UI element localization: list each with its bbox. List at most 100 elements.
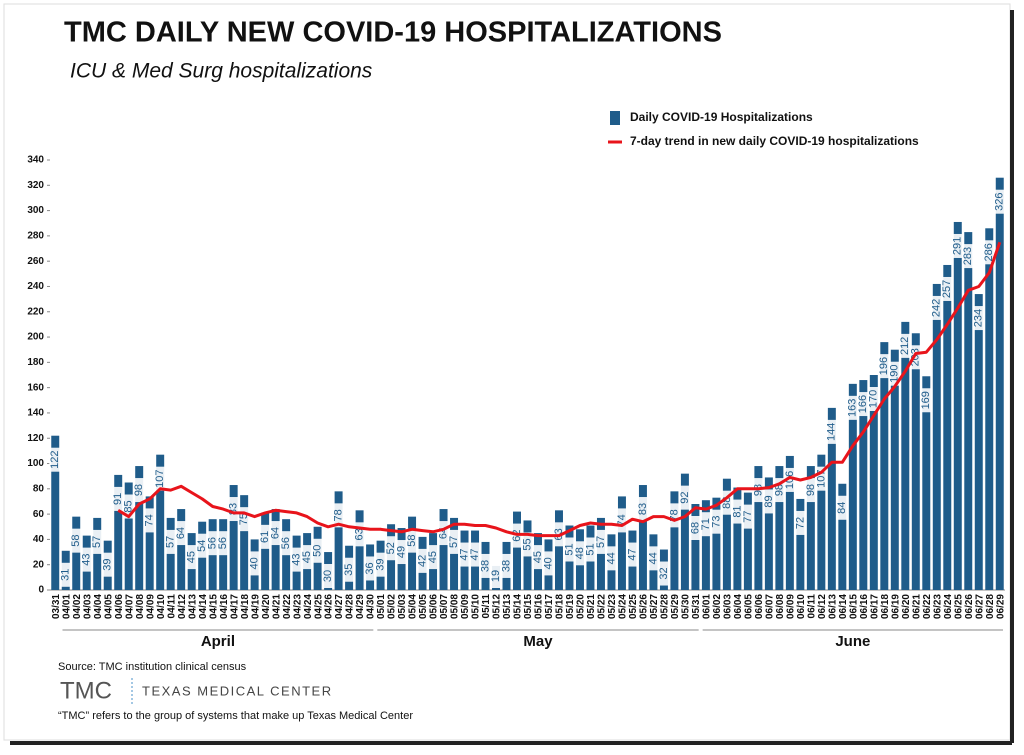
- data-label-box: [175, 521, 188, 546]
- data-label-box: [878, 354, 891, 379]
- x-tick-label: 06/29: [995, 594, 1006, 619]
- data-label: 283: [962, 247, 974, 265]
- x-tick-label: 04/15: [208, 594, 219, 619]
- data-label-box: [867, 387, 880, 411]
- data-label: 30: [322, 570, 334, 582]
- footnote: “TMC” refers to the group of systems tha…: [58, 710, 413, 722]
- x-tick-label: 04/11: [166, 594, 177, 619]
- data-label-box: [427, 545, 440, 570]
- y-tick-label: 60: [33, 509, 45, 520]
- data-label-box: [248, 551, 261, 576]
- bar: [145, 496, 154, 590]
- data-label-box: [80, 547, 93, 572]
- legend-label: Daily COVID-19 Hospitalizations: [630, 110, 813, 124]
- data-label: 56: [217, 537, 229, 549]
- data-label-box: [49, 447, 62, 472]
- x-tick-label: 05/06: [429, 594, 440, 619]
- x-tick-label: 06/26: [964, 594, 975, 619]
- x-tick-label: 04/06: [114, 594, 125, 619]
- bar: [743, 492, 752, 590]
- x-tick-label: 05/16: [534, 594, 545, 619]
- data-label: 39: [374, 559, 386, 571]
- data-label-box: [731, 499, 744, 524]
- data-label-box: [909, 345, 922, 370]
- data-label: 45: [186, 551, 198, 563]
- data-label: 51: [563, 543, 575, 555]
- x-tick-label: 04/01: [61, 594, 72, 619]
- bar: [869, 375, 878, 590]
- x-tick-label: 05/26: [639, 594, 650, 619]
- x-tick-label: 06/14: [838, 594, 849, 619]
- data-label: 144: [826, 423, 838, 441]
- x-tick-label: 05/27: [649, 594, 660, 619]
- x-tick-label: 04/26: [324, 594, 335, 619]
- x-tick-label: 05/25: [628, 594, 639, 619]
- bar: [775, 466, 784, 590]
- x-tick-label: 05/18: [555, 594, 566, 619]
- data-label-box: [70, 528, 83, 553]
- bar: [817, 454, 826, 590]
- x-tick-label: 06/24: [943, 594, 954, 619]
- bar: [229, 485, 238, 590]
- x-tick-label: 06/12: [817, 594, 828, 619]
- bar: [135, 466, 144, 590]
- x-tick-label: 05/09: [460, 594, 471, 619]
- data-label: 58: [406, 535, 418, 547]
- data-label: 89: [763, 495, 775, 507]
- x-tick-label: 05/10: [471, 594, 482, 619]
- bar: [827, 407, 836, 590]
- bar: [859, 380, 868, 590]
- data-label: 42: [416, 555, 428, 567]
- x-tick-label: 04/22: [282, 594, 293, 619]
- data-label-box: [857, 392, 870, 417]
- bar: [712, 497, 721, 590]
- data-label-box: [101, 552, 114, 577]
- x-tick-label: 05/24: [618, 594, 629, 619]
- data-label-box: [269, 521, 282, 546]
- bar: [764, 477, 773, 590]
- data-label: 40: [249, 557, 261, 569]
- data-label: 43: [291, 553, 303, 565]
- bar: [964, 232, 973, 590]
- data-label-box: [469, 542, 482, 567]
- data-label: 326: [994, 193, 1006, 211]
- data-label-box: [143, 508, 156, 533]
- data-label-box: [91, 529, 104, 554]
- x-tick-label: 06/19: [890, 594, 901, 619]
- data-label: 57: [165, 536, 177, 548]
- y-tick-label: 320: [27, 180, 44, 191]
- data-label-box: [259, 524, 272, 549]
- y-tick-label: 280: [27, 231, 44, 242]
- data-label-box: [59, 562, 72, 587]
- x-tick-label: 04/25: [313, 594, 324, 619]
- logo-mark: TMC: [60, 677, 112, 704]
- x-tick-label: 04/10: [156, 594, 167, 619]
- x-tick-label: 03/31: [51, 594, 62, 619]
- data-label: 75: [238, 513, 250, 525]
- data-label-box: [993, 189, 1006, 214]
- x-tick-label: 05/04: [408, 594, 419, 619]
- x-tick-label: 05/22: [597, 594, 608, 619]
- y-tick-label: 340: [27, 155, 44, 166]
- data-label: 36: [364, 562, 376, 574]
- data-label: 203: [910, 348, 922, 366]
- data-label-box: [343, 557, 356, 582]
- data-label-box: [962, 244, 975, 269]
- data-label-box: [185, 545, 198, 570]
- bar: [271, 509, 280, 590]
- y-tick-label: 220: [27, 306, 44, 317]
- bar: [943, 264, 952, 590]
- data-label-box: [290, 547, 303, 572]
- x-tick-label: 04/12: [177, 594, 188, 619]
- data-label-box: [899, 333, 912, 358]
- x-tick-label: 05/30: [681, 594, 692, 619]
- x-tick-label: 04/08: [135, 594, 146, 619]
- bar: [72, 516, 81, 590]
- x-tick-label: 04/03: [82, 594, 93, 619]
- data-label-box: [762, 489, 775, 514]
- x-tick-label: 04/28: [345, 594, 356, 619]
- data-label: 61: [259, 531, 271, 543]
- bar: [680, 473, 689, 590]
- bar: [995, 177, 1004, 591]
